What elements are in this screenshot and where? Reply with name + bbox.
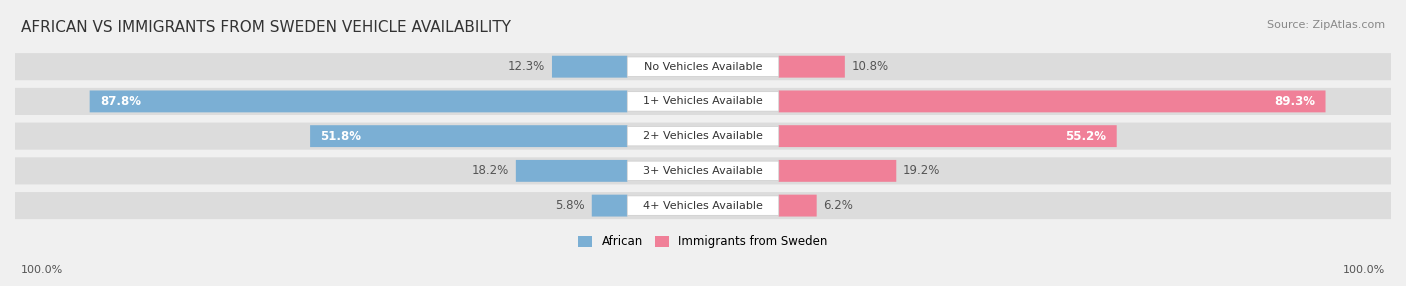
Text: 19.2%: 19.2% [903,164,941,177]
FancyBboxPatch shape [627,92,779,111]
FancyBboxPatch shape [15,157,1391,184]
FancyBboxPatch shape [553,56,627,78]
Text: 18.2%: 18.2% [472,164,509,177]
Text: 100.0%: 100.0% [1343,265,1385,275]
Text: 12.3%: 12.3% [508,60,546,73]
FancyBboxPatch shape [15,53,1391,80]
FancyBboxPatch shape [779,56,845,78]
Text: Source: ZipAtlas.com: Source: ZipAtlas.com [1267,20,1385,30]
FancyBboxPatch shape [592,195,627,217]
FancyBboxPatch shape [15,88,1391,115]
Text: 10.8%: 10.8% [852,60,889,73]
FancyBboxPatch shape [779,90,1326,112]
FancyBboxPatch shape [627,57,779,76]
Text: 6.2%: 6.2% [824,199,853,212]
FancyBboxPatch shape [779,195,817,217]
FancyBboxPatch shape [779,125,1116,147]
Text: No Vehicles Available: No Vehicles Available [644,62,762,72]
FancyBboxPatch shape [779,160,896,182]
Text: 100.0%: 100.0% [21,265,63,275]
Text: AFRICAN VS IMMIGRANTS FROM SWEDEN VEHICLE AVAILABILITY: AFRICAN VS IMMIGRANTS FROM SWEDEN VEHICL… [21,20,512,35]
FancyBboxPatch shape [627,196,779,215]
Text: 3+ Vehicles Available: 3+ Vehicles Available [643,166,763,176]
FancyBboxPatch shape [516,160,627,182]
Text: 55.2%: 55.2% [1066,130,1107,143]
FancyBboxPatch shape [15,192,1391,219]
FancyBboxPatch shape [311,125,627,147]
FancyBboxPatch shape [90,90,627,112]
Text: 87.8%: 87.8% [100,95,141,108]
Text: 4+ Vehicles Available: 4+ Vehicles Available [643,200,763,210]
FancyBboxPatch shape [627,161,779,180]
FancyBboxPatch shape [15,123,1391,150]
Text: 2+ Vehicles Available: 2+ Vehicles Available [643,131,763,141]
Legend: African, Immigrants from Sweden: African, Immigrants from Sweden [578,235,828,248]
Text: 1+ Vehicles Available: 1+ Vehicles Available [643,96,763,106]
Text: 51.8%: 51.8% [321,130,361,143]
Text: 89.3%: 89.3% [1274,95,1315,108]
FancyBboxPatch shape [627,126,779,146]
Text: 5.8%: 5.8% [555,199,585,212]
